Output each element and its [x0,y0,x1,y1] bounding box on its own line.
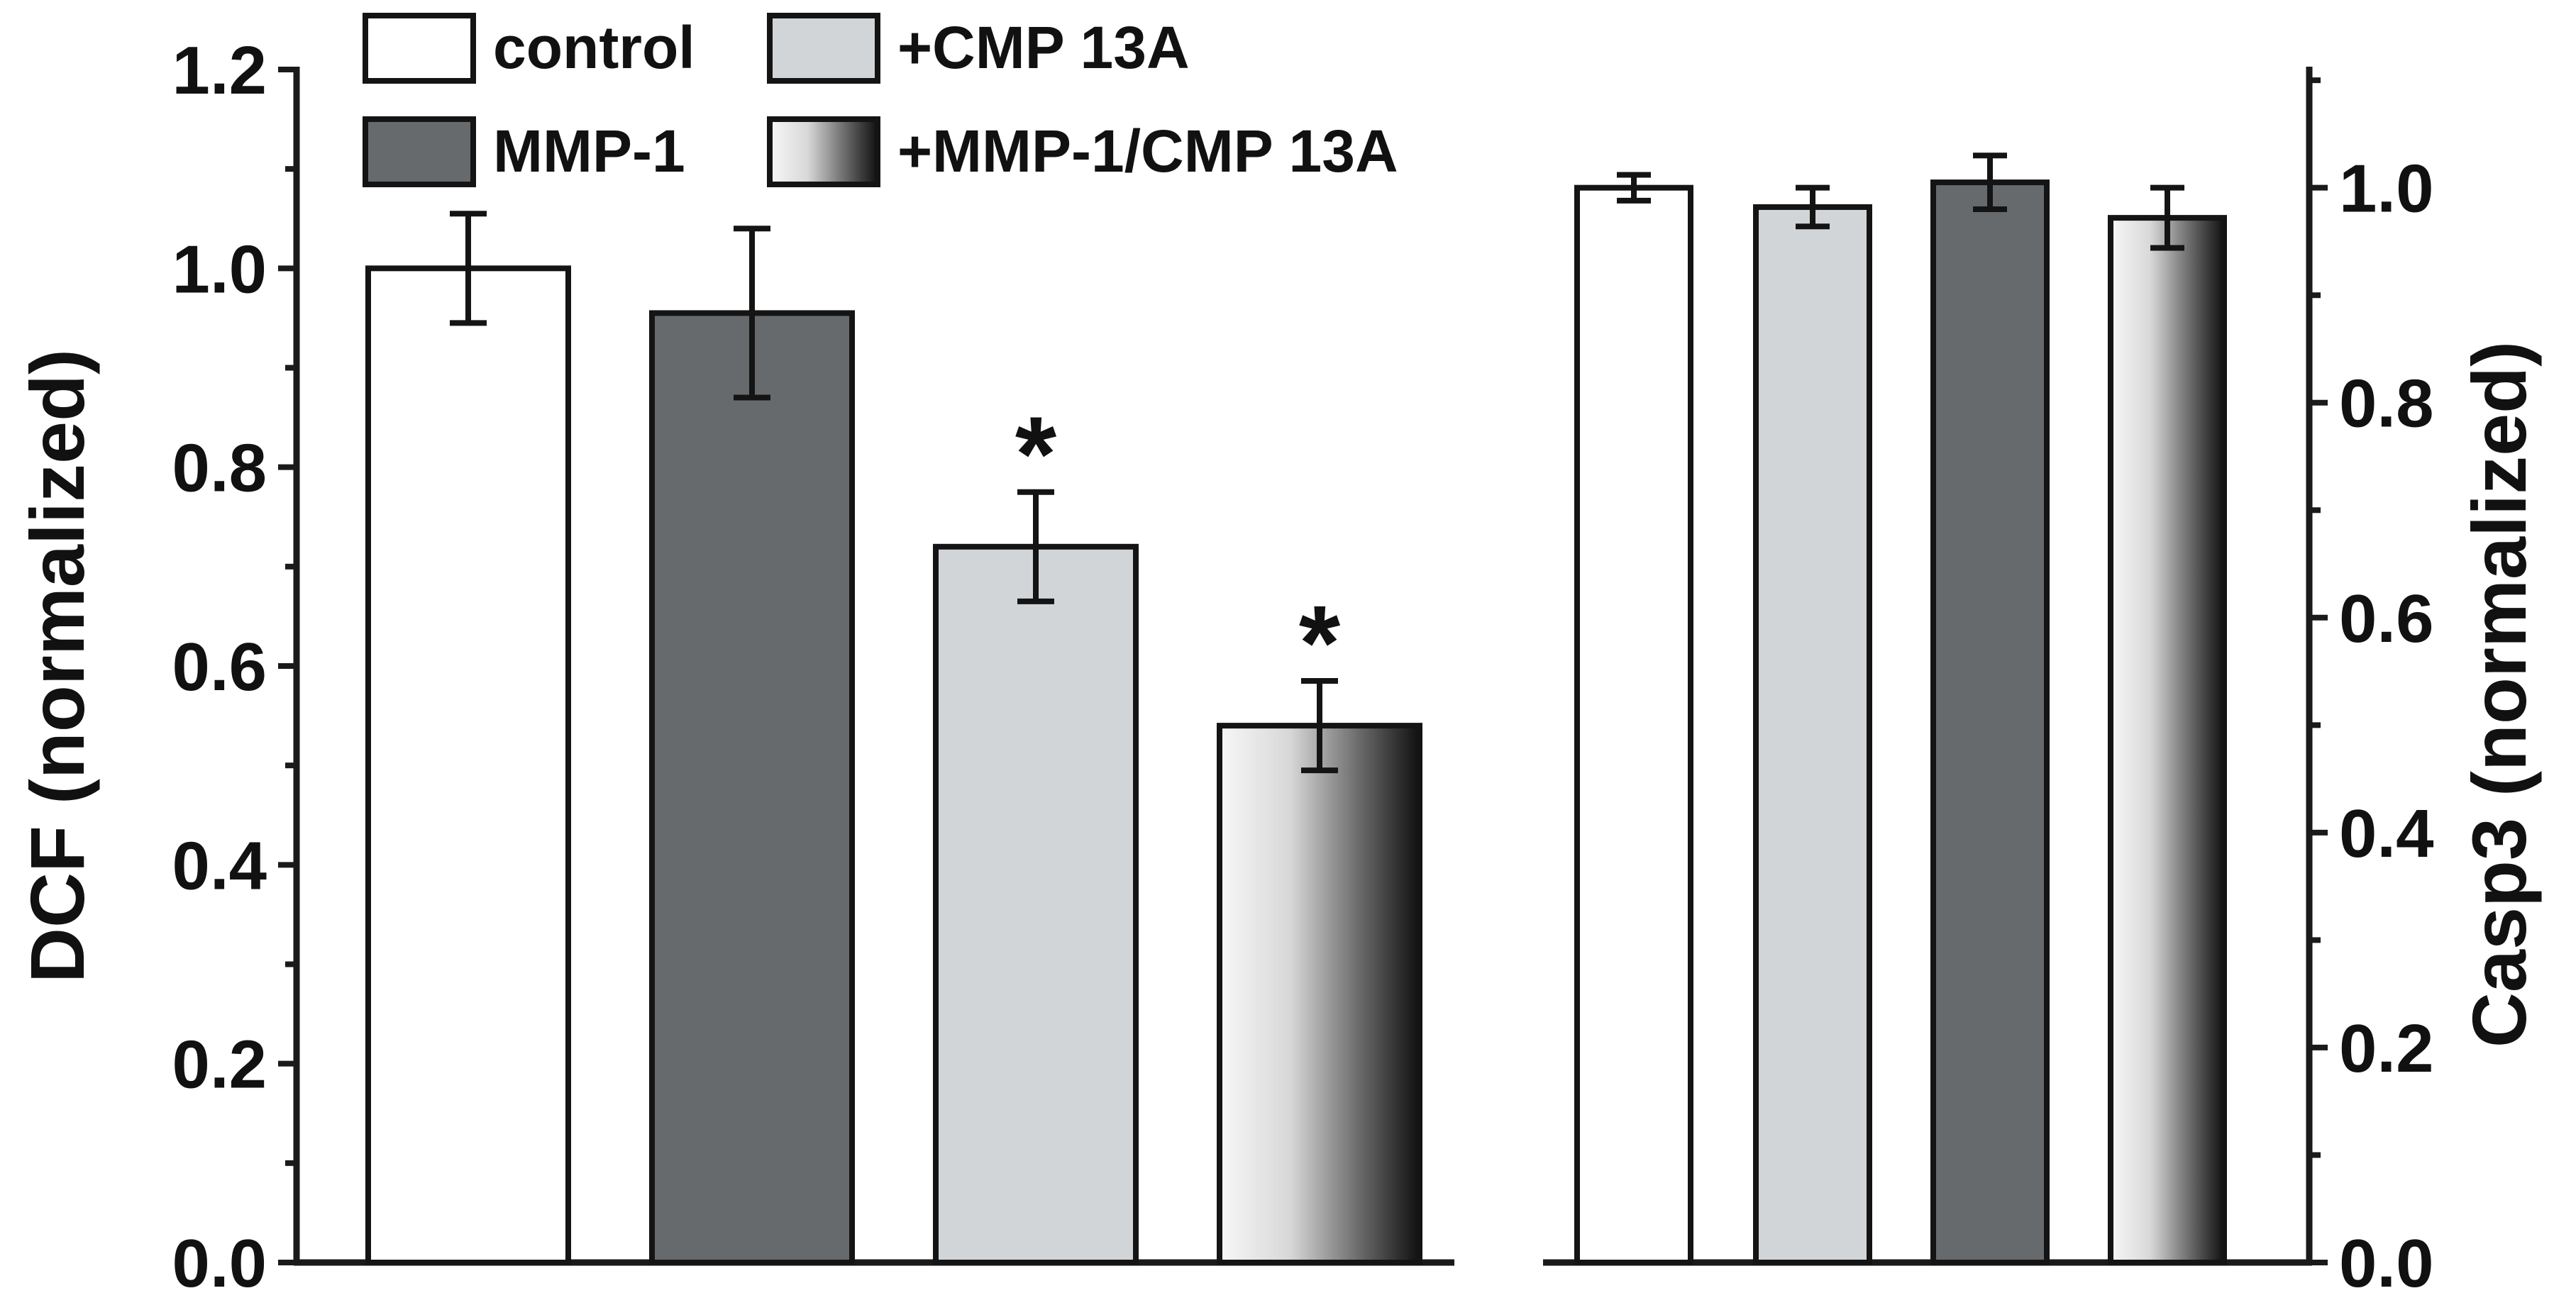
dcf-bar-cmp-13a [933,543,1139,1265]
dcf-significance-marker-cmp-13a: * [1015,394,1057,514]
dcf-significance-marker-mmp-1-cmp-13a: * [1299,583,1341,702]
casp3-error-bar-control [1617,172,1651,204]
dcf-error-bar-mmp-1-cmp-13a [1301,678,1338,774]
dcf-bar-mmp-1-cmp-13a [1217,723,1422,1265]
right-y-tick-label: 0.6 [2339,581,2433,657]
right-y-tick-label: 0.4 [2339,796,2433,872]
dcf-bar-mmp-1 [649,310,855,1265]
casp3-bar-cmp-13a [1753,204,1872,1266]
legend-swatch-mmp-1-cmp-13a [767,116,880,187]
casp3-bar-control [1574,184,1693,1265]
casp3-bar-mmp-1 [1930,179,2050,1265]
legend-swatch-mmp-1 [363,116,476,187]
right-y-tick-label: 1.0 [2339,151,2433,227]
legend-label-cmp-13a: +CMP 13A [897,14,1190,81]
legend-label-control: control [493,14,695,81]
casp3-bar-mmp-1-cmp-13a [2108,215,2227,1265]
dcf-error-bar-cmp-13a [1017,489,1054,604]
dcf-bar-control [365,265,571,1265]
bars-layer: ** [365,152,2227,1266]
left-y-tick-label: 0.8 [172,431,267,506]
left-y-axis-title: DCF (normalized) [14,349,100,983]
right-y-tick-label: 0.8 [2339,366,2433,442]
left-y-tick-label: 0.0 [172,1226,267,1302]
right-y-axis-title: Casp3 (normalized) [2456,341,2542,1048]
left-y-tick-label: 0.2 [172,1027,267,1103]
left-y-tick-label: 1.0 [172,231,267,307]
legend-layer: control +CMP 13A MMP-1 +MMP-1/CMP 13A [363,13,1398,187]
casp3-error-bar-mmp-1-cmp-13a [2150,184,2184,251]
dcf-error-bar-mmp-1 [734,226,770,401]
legend-label-mmp-1: MMP-1 [493,118,685,184]
left-y-tick-label: 0.4 [172,828,267,904]
left-y-tick-label: 1.2 [172,33,267,109]
right-y-tick-label: 0.0 [2339,1226,2433,1302]
casp3-error-bar-mmp-1 [1973,152,2007,212]
right-y-tick-label: 0.2 [2339,1011,2433,1087]
legend-label-mmp-1-cmp-13a: +MMP-1/CMP 13A [897,118,1398,184]
casp3-error-bar-cmp-13a [1796,184,1830,230]
legend-swatch-cmp-13a [767,13,880,84]
legend-swatch-control [363,13,476,84]
left-y-tick-label: 0.6 [172,629,267,705]
dcf-error-bar-control [450,211,487,326]
